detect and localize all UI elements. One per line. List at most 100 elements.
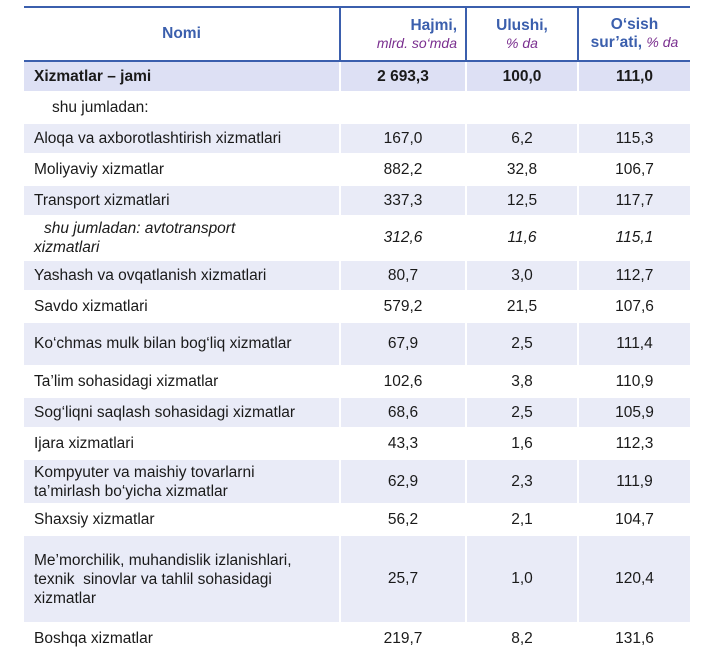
row-growth: 106,7 — [577, 154, 690, 186]
row-name: Shaxsiy xizmatlar — [24, 504, 340, 536]
row-volume: 219,7 — [339, 623, 466, 655]
row-share: 32,8 — [465, 154, 578, 186]
header-growth-label: O‘sish — [610, 16, 659, 33]
row-name: Savdo xizmatlari — [24, 291, 340, 323]
row-name: Sog‘liqni saqlash sohasidagi xizmatlar — [24, 397, 340, 429]
row-share: 1,0 — [465, 535, 578, 624]
header-growth: O‘sish sur’ati, % da — [577, 6, 690, 62]
row-growth: 104,7 — [577, 504, 690, 536]
row-volume: 2 693,3 — [339, 61, 466, 93]
table-row: Sog‘liqni saqlash sohasidagi xizmatlar 6… — [24, 397, 690, 429]
table-row: Aloqa va axborotlashtirish xizmatlari 16… — [24, 123, 690, 155]
header-name: Nomi — [24, 6, 340, 62]
row-share: 100,0 — [465, 61, 578, 93]
row-name: shu jumladan: — [24, 92, 340, 124]
row-volume: 56,2 — [339, 504, 466, 536]
row-name-line-2: xizmatlari — [34, 239, 100, 256]
table-row-subheading: shu jumladan: — [24, 92, 690, 124]
row-share: 2,1 — [465, 504, 578, 536]
row-share: 8,2 — [465, 623, 578, 655]
table-row: Yashash va ovqatlanish xizmatlari 80,7 3… — [24, 260, 690, 292]
row-volume: 102,6 — [339, 366, 466, 398]
row-volume: 167,0 — [339, 123, 466, 155]
row-name: Kompyuter va maishiy tovarlarni ta’mirla… — [24, 459, 340, 505]
row-volume: 882,2 — [339, 154, 466, 186]
table-row: Ko‘chmas mulk bilan bog‘liq xizmatlar 67… — [24, 322, 690, 367]
row-share: 21,5 — [465, 291, 578, 323]
row-name: Ta’lim sohasidagi xizmatlar — [24, 366, 340, 398]
row-share: 3,0 — [465, 260, 578, 292]
header-name-label: Nomi — [162, 25, 201, 42]
row-growth: 131,6 — [577, 623, 690, 655]
row-share: 6,2 — [465, 123, 578, 155]
table-row: Kompyuter va maishiy tovarlarni ta’mirla… — [24, 459, 690, 505]
row-share: 1,6 — [465, 428, 578, 460]
header-share-unit: % da — [506, 35, 538, 51]
row-name: Ko‘chmas mulk bilan bog‘liq xizmatlar — [24, 322, 340, 367]
row-volume: 579,2 — [339, 291, 466, 323]
row-share: 3,8 — [465, 366, 578, 398]
header-growth-label-2: sur’ati, — [590, 34, 643, 51]
header-volume-label: Hajmi, — [410, 17, 457, 34]
row-growth: 107,6 — [577, 291, 690, 323]
header-growth-unit: % da — [646, 34, 679, 50]
row-name-line-2: ta’mirlash bo‘yicha xizmatlar — [34, 482, 228, 500]
table-row: Ta’lim sohasidagi xizmatlar 102,6 3,8 11… — [24, 366, 690, 398]
row-volume: 43,3 — [339, 428, 466, 460]
table-row: Me’morchilik, muhandislik izlanishlari, … — [24, 535, 690, 624]
row-volume: 68,6 — [339, 397, 466, 429]
row-share: 2,5 — [465, 397, 578, 429]
header-volume-unit: mlrd. so‘mda — [376, 35, 457, 51]
row-growth: 111,9 — [577, 459, 690, 505]
row-volume — [339, 92, 466, 124]
row-name-line-2: texnik sinovlar va tahlil sohasidagi — [34, 570, 272, 588]
row-growth: 115,1 — [577, 216, 690, 261]
row-name: Boshqa xizmatlar — [24, 623, 340, 655]
row-name: Me’morchilik, muhandislik izlanishlari, … — [24, 535, 340, 624]
row-volume: 25,7 — [339, 535, 466, 624]
row-share: 2,3 — [465, 459, 578, 505]
row-volume: 80,7 — [339, 260, 466, 292]
row-share — [465, 92, 578, 124]
table-row-subitem: shu jumladan: avtotransport xizmatlari 3… — [24, 216, 690, 261]
header-volume: Hajmi, mlrd. so‘mda — [339, 6, 466, 62]
row-growth: 117,7 — [577, 185, 690, 217]
row-growth: 105,9 — [577, 397, 690, 429]
row-growth: 111,0 — [577, 61, 690, 93]
row-name: shu jumladan: avtotransport xizmatlari — [24, 216, 340, 261]
row-growth: 115,3 — [577, 123, 690, 155]
row-name-line-3: xizmatlar — [34, 589, 97, 607]
table-row-total: Xizmatlar – jami 2 693,3 100,0 111,0 — [24, 61, 690, 93]
table-row: Shaxsiy xizmatlar 56,2 2,1 104,7 — [24, 504, 690, 536]
row-growth: 111,4 — [577, 322, 690, 367]
row-name: Aloqa va axborotlashtirish xizmatlari — [24, 123, 340, 155]
row-volume: 67,9 — [339, 322, 466, 367]
row-growth: 110,9 — [577, 366, 690, 398]
row-name: Xizmatlar – jami — [24, 61, 340, 93]
table-row: Transport xizmatlari 337,3 12,5 117,7 — [24, 185, 690, 217]
row-growth: 112,3 — [577, 428, 690, 460]
table-row: Moliyaviy xizmatlar 882,2 32,8 106,7 — [24, 154, 690, 186]
row-volume: 62,9 — [339, 459, 466, 505]
row-name: Yashash va ovqatlanish xizmatlari — [24, 260, 340, 292]
row-volume: 312,6 — [339, 216, 466, 261]
row-name: Moliyaviy xizmatlar — [24, 154, 340, 186]
table-row: Savdo xizmatlari 579,2 21,5 107,6 — [24, 291, 690, 323]
table-row: Boshqa xizmatlar 219,7 8,2 131,6 — [24, 623, 690, 655]
row-share: 12,5 — [465, 185, 578, 217]
header-share: Ulushi, % da — [465, 6, 578, 62]
services-table-container: Nomi Hajmi, mlrd. so‘mda Ulushi, % da O‘… — [24, 6, 690, 655]
row-name: Transport xizmatlari — [24, 185, 340, 217]
row-name: Ijara xizmatlari — [24, 428, 340, 460]
services-table: Nomi Hajmi, mlrd. so‘mda Ulushi, % da O‘… — [24, 6, 690, 655]
row-name-line-1: Me’morchilik, muhandislik izlanishlari, — [34, 551, 292, 569]
row-share: 11,6 — [465, 216, 578, 261]
row-growth — [577, 92, 690, 124]
header-row: Nomi Hajmi, mlrd. so‘mda Ulushi, % da O‘… — [24, 6, 690, 62]
row-name-line-1: Kompyuter va maishiy tovarlarni — [34, 463, 255, 481]
row-volume: 337,3 — [339, 185, 466, 217]
row-name-line-1: shu jumladan: avtotransport — [44, 220, 236, 237]
row-share: 2,5 — [465, 322, 578, 367]
table-row: Ijara xizmatlari 43,3 1,6 112,3 — [24, 428, 690, 460]
row-growth: 120,4 — [577, 535, 690, 624]
